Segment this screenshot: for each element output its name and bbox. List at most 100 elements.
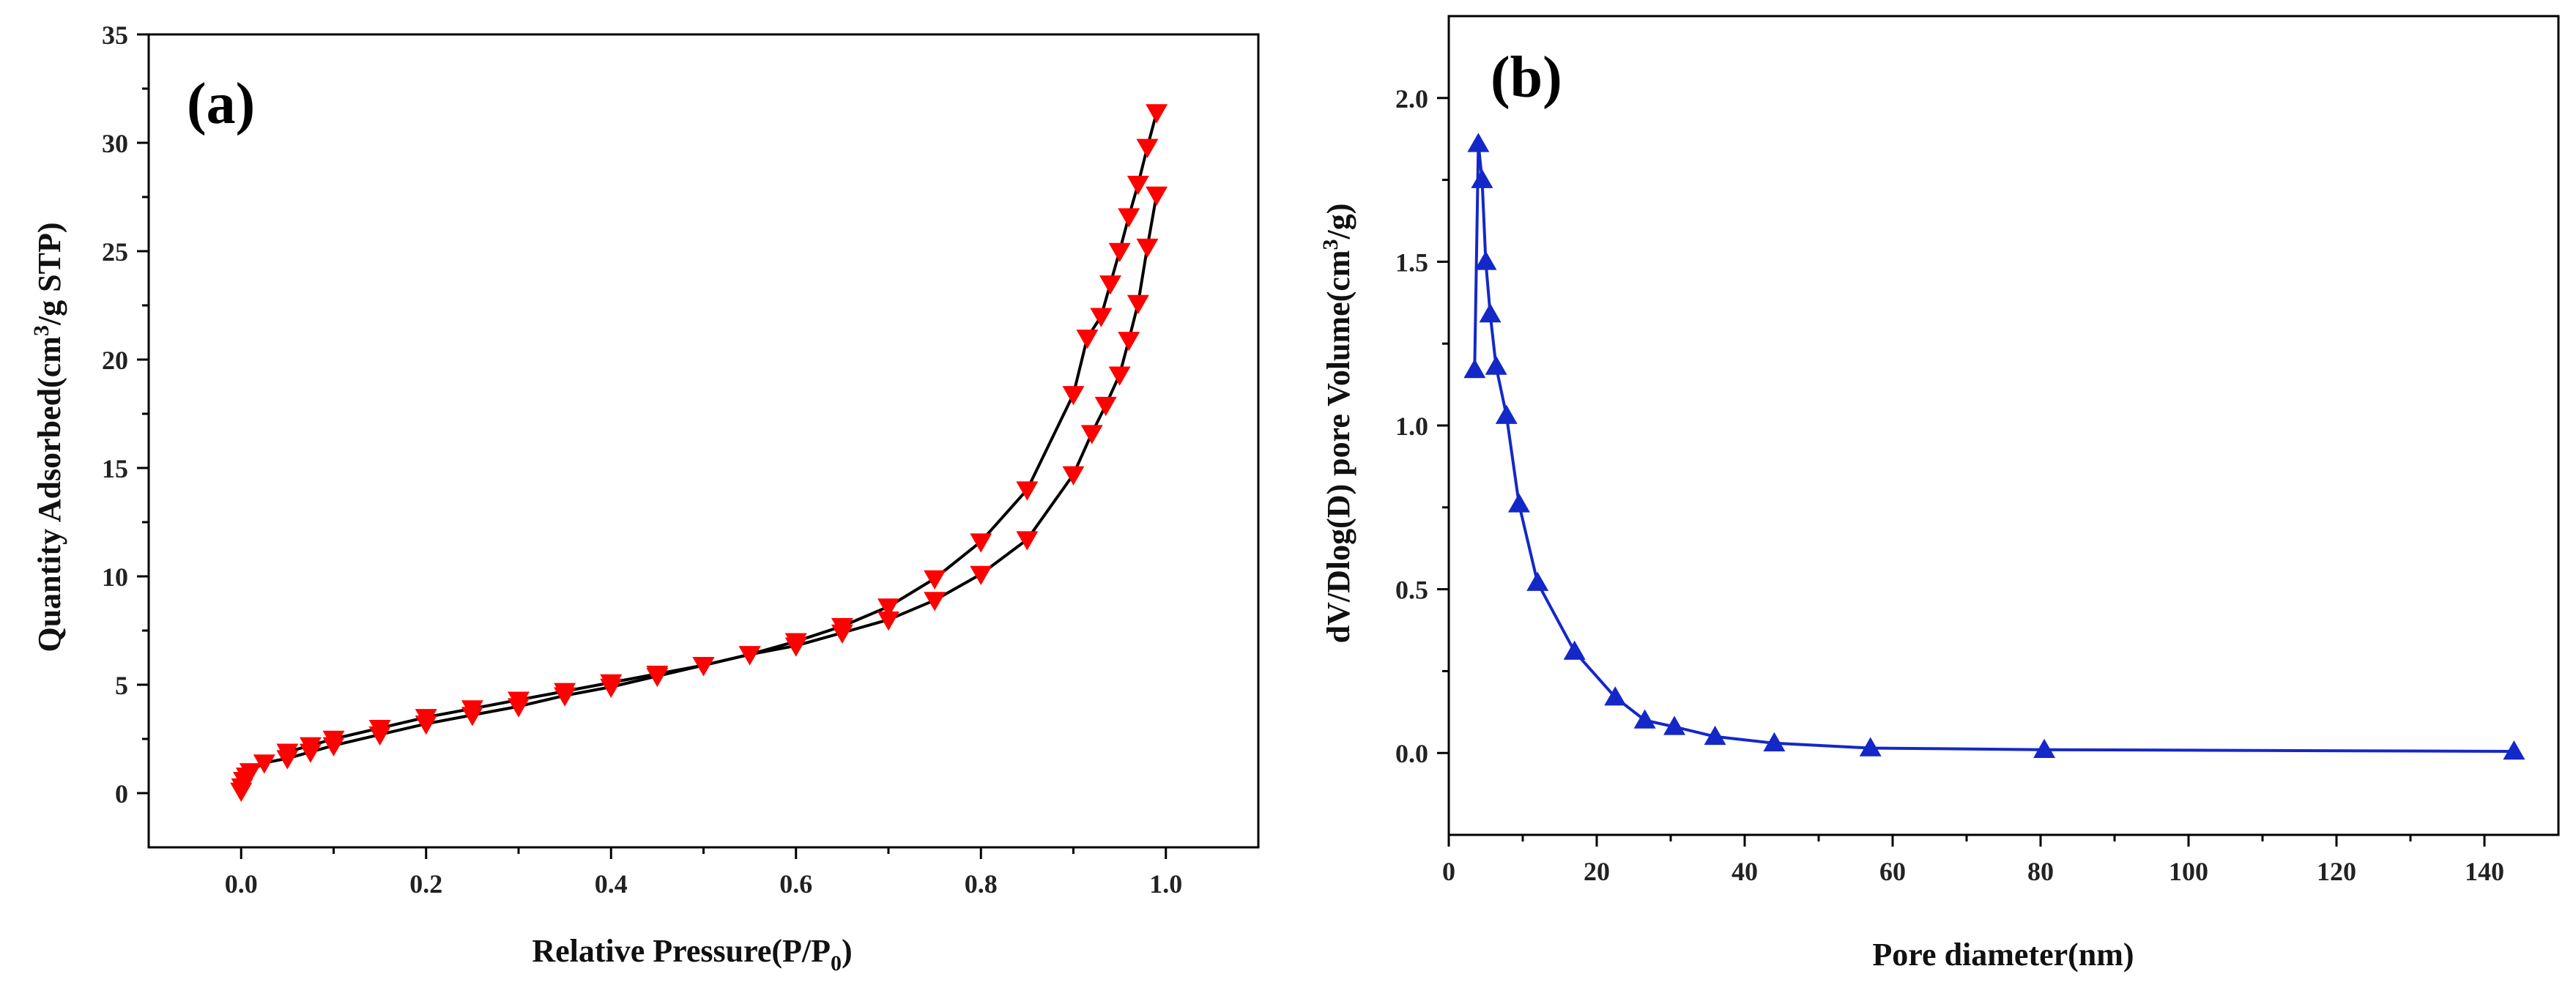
panel-a-y-axis-title-tail: /g STP) [31, 222, 67, 326]
panel-a-data-point [554, 683, 576, 702]
panel-a-data-point [508, 691, 530, 711]
panel-a-data-point [877, 611, 899, 631]
panel-a-data-point [253, 754, 275, 774]
panel-a-data-point [831, 617, 853, 638]
panel-a-data-point [738, 646, 761, 666]
panel-b-series-markers [1463, 133, 2525, 760]
panel-b-y-axis-title-superscript: 3 [1318, 239, 1343, 250]
panel-b-pore-distribution-chart: 0 20 40 60 80 100 120 140 0.0 0.5 1.0 1.5 2.0 (b) P… [1318, 15, 2560, 973]
panel-a-x-tick-label: 0.6 [779, 869, 812, 899]
panel-b-x-tick-label: 100 [2169, 857, 2208, 886]
panel-a-data-point [1016, 481, 1039, 501]
panel-a-data-point [368, 719, 391, 740]
panel-b-data-point [1479, 302, 1502, 323]
panel-a-data-point [461, 700, 483, 720]
panel-b-plot-frame [1447, 15, 2560, 836]
panel-b-series-line-pore-size-distribution [1473, 142, 2514, 753]
panel-a-data-point [1090, 308, 1113, 327]
panel-a-data-point [1062, 386, 1085, 406]
panel-a-data-point [924, 570, 946, 590]
panel-a-data-point [1118, 332, 1140, 352]
panel-b-x-ticks: 0 20 40 60 80 100 120 140 [1442, 835, 2504, 886]
panel-a-data-point [1080, 425, 1103, 445]
panel-b-x-tick-label: 120 [2317, 857, 2356, 886]
panel-a-data-point [877, 598, 899, 618]
panel-b-data-point [1485, 355, 1507, 375]
panel-a-data-point [1099, 275, 1121, 295]
panel-b-y-axis-title-tail: /g) [1321, 204, 1356, 240]
panel-a-y-tick-label: 25 [102, 237, 128, 267]
panel-a-data-point [1108, 242, 1131, 262]
panel-b-data-point [2033, 738, 2056, 758]
panel-a-data-point [1126, 175, 1149, 196]
panel-a-data-point [1108, 366, 1131, 386]
panel-a-data-point [924, 592, 946, 612]
panel-a-x-axis-title: Relative Pressure(P/P0) [532, 933, 852, 975]
panel-a-data-point [970, 533, 992, 553]
panel-b-y-tick-label: 1.5 [1395, 248, 1428, 277]
panel-a-data-point [970, 565, 992, 586]
panel-b-x-tick-label: 60 [1879, 857, 1906, 886]
panel-a-y-axis-title-superscript: 3 [29, 325, 53, 336]
panel-a-x-tick-label: 1.0 [1149, 869, 1182, 899]
panel-a-data-point [322, 730, 345, 750]
panel-b-data-point [1507, 493, 1530, 513]
panel-b-y-axis-title-main: dV/Dlog(D) pore Volume(cm [1321, 250, 1356, 643]
panel-b-x-tick-label: 40 [1731, 857, 1758, 886]
panel-b-y-tick-label: 1.0 [1395, 412, 1428, 441]
panel-b-data-point [1859, 737, 1882, 757]
panel-b-data-point [1474, 250, 1497, 270]
panel-b-data-point [1495, 404, 1518, 424]
panel-a-data-point [1094, 396, 1117, 417]
panel-a-y-tick-label: 5 [115, 671, 128, 700]
panel-b-y-tick-label: 0.0 [1395, 739, 1428, 768]
panel-b-data-point [1471, 168, 1493, 188]
panel-b-data-point [1467, 133, 1490, 152]
panel-b-label: (b) [1491, 45, 1562, 110]
panel-b-data-point [1633, 709, 1656, 729]
panel-a-data-point [276, 743, 299, 763]
panel-a-series-lines [240, 112, 1159, 792]
panel-a-y-axis-title-main: Quantity Adsorbed(cm [31, 336, 67, 652]
panel-b-x-tick-label: 20 [1584, 857, 1610, 886]
panel-a-y-tick-label: 35 [102, 21, 128, 50]
panel-b-series-lines [1473, 142, 2514, 753]
panel-a-series-line-adsorption [240, 194, 1159, 792]
panel-a-y-tick-label: 0 [115, 779, 128, 809]
panel-b-x-tick-label: 140 [2465, 857, 2504, 886]
panel-a-x-tick-label: 0.0 [225, 869, 258, 899]
panel-b-data-point [1704, 725, 1726, 746]
panel-a-y-tick-label: 15 [102, 454, 128, 483]
panel-a-data-point [646, 665, 669, 685]
panel-a-data-point [299, 737, 322, 757]
panel-a-y-tick-label: 10 [102, 562, 128, 592]
panel-a-label: (a) [187, 72, 255, 136]
panel-b-data-point [2503, 740, 2525, 760]
panel-b-data-point [1604, 686, 1627, 706]
panel-a-x-axis-title-subscript: 0 [831, 951, 842, 975]
panel-b-data-point [1563, 640, 1586, 660]
panel-a-series-line-desorption [286, 112, 1159, 754]
panel-a-x-tick-label: 0.8 [965, 869, 998, 899]
panel-a-data-point [1118, 208, 1140, 228]
panel-b-data-point [1763, 732, 1786, 752]
panel-b-data-point [1526, 571, 1549, 591]
panel-a-x-axis-title-main: Relative Pressure(P/P [532, 933, 831, 969]
panel-b-y-axis-title: dV/Dlog(D) pore Volume(cm3/g) [1318, 204, 1356, 644]
panel-a-data-point [600, 674, 623, 694]
panel-a-data-point [1076, 330, 1099, 349]
panel-b-y-tick-label: 2.0 [1395, 84, 1428, 114]
panel-a-series-markers [230, 104, 1168, 803]
panel-a-data-point [1136, 138, 1159, 158]
panel-a-y-tick-label: 30 [102, 129, 128, 158]
panel-a-data-point [1062, 466, 1085, 486]
panel-b-y-ticks: 0.0 0.5 1.0 1.5 2.0 [1395, 84, 1449, 768]
panel-a-data-point [784, 633, 807, 653]
panel-b-y-tick-label: 0.5 [1395, 576, 1428, 605]
panel-b-x-axis-title: Pore diameter(nm) [1872, 937, 2134, 973]
panel-b-data-point [1463, 358, 1486, 379]
panel-a-data-point [1126, 294, 1149, 315]
panel-a-x-ticks: 0.0 0.2 0.4 0.6 0.8 1.0 [225, 847, 1182, 899]
